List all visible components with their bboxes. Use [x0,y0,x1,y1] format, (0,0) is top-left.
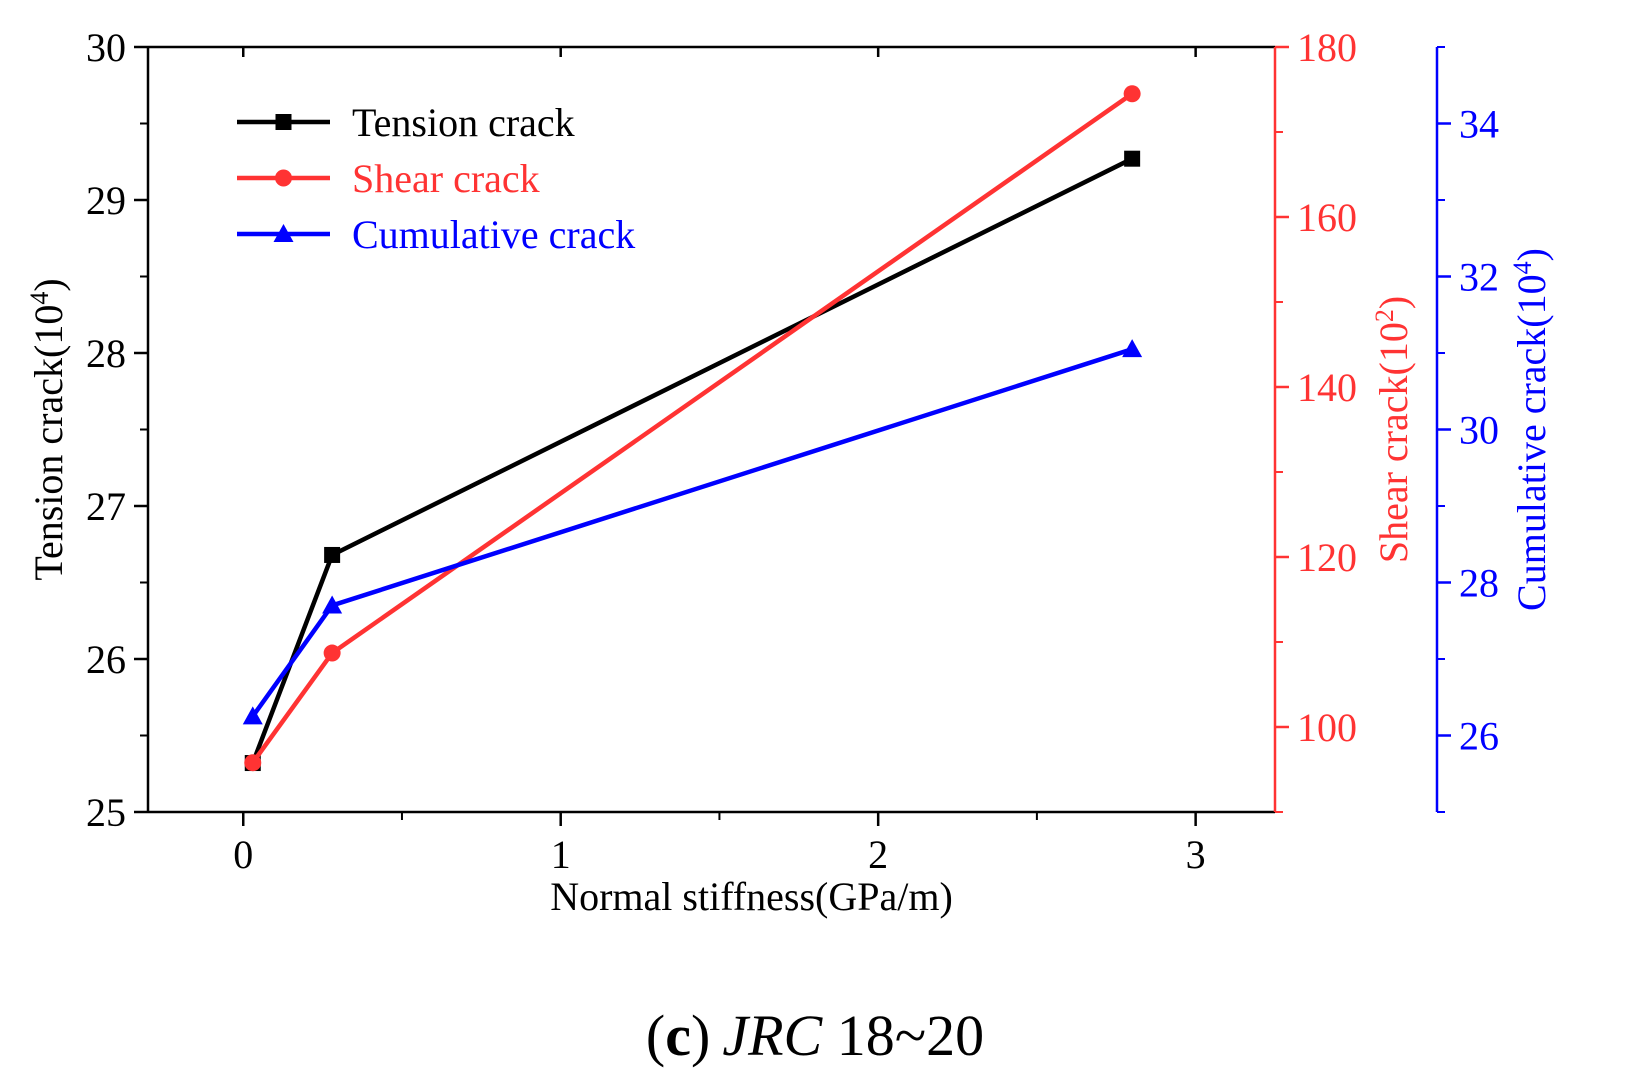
shear-crack-point [323,644,341,662]
shear-y-axis-label-text: Shear crack(10 [1371,322,1416,563]
x-axis-label: Normal stiffness(GPa/m) [550,874,953,919]
cumulative-y-tick-label: 34 [1459,102,1499,147]
cumulative-y-tick-label: 26 [1459,714,1499,759]
left-y-tick-label: 28 [86,331,126,376]
shear-y-tick-label: 120 [1297,535,1357,580]
legend-cumulative-crack-label: Cumulative crack [352,212,635,257]
x-tick-label: 2 [868,832,888,877]
caption-letter: c [665,1003,691,1068]
tension-crack-point [1124,150,1141,167]
figure-caption: (c) JRC 18~20 [646,1003,984,1068]
cumulative-y-tick-label: 32 [1459,255,1499,300]
left-y-axis-label-text: Tension crack(10 [26,305,71,581]
left-y-tick-label: 25 [86,790,126,835]
tension-crack-point [324,546,341,563]
legend-shear-crack-label: Shear crack [352,156,540,201]
cumulative-y-axis-label-text: Cumulative crack(10 [1509,274,1554,611]
left-y-axis-label: Tension crack(104) [25,278,72,580]
cumulative-y-axis-label-close: ) [1509,248,1554,261]
legend-tension-crack-label: Tension crack [352,100,575,145]
cumulative-y-axis-label: Cumulative crack(104) [1508,248,1555,611]
left-y-tick-label: 27 [86,484,126,529]
cumulative-crack-point [322,595,343,614]
shear-y-tick-label: 180 [1297,25,1357,70]
cumulative-crack-point [1122,339,1143,358]
caption-close: ) [691,1003,710,1068]
cumulative-y-axis-label-exponent: 4 [1508,261,1537,274]
legend-cumulative-crack-marker [273,224,294,242]
left-y-tick-label: 29 [86,178,126,223]
plot-area: 0 1 2 3 Normal stiffness(GPa/m) 25 26 27 28 29 30 T… [25,25,1555,919]
shear-y-axis-label-exponent: 2 [1370,309,1399,322]
left-y-axis-label-exponent: 4 [25,292,54,305]
shear-y-axis-label: Shear crack(102) [1370,296,1417,563]
caption-italic: JRC [722,1003,823,1068]
cumulative-crack-point [242,706,263,725]
shear-y-tick-label: 140 [1297,365,1357,410]
cumulative-crack-line [250,347,1133,718]
legend: Tension crack Shear crack Cumulative crack [237,100,635,257]
shear-crack-point [1123,85,1141,103]
x-tick-label: 0 [233,832,253,877]
shear-crack-point [244,754,262,772]
left-y-axis-label-close: ) [26,278,71,291]
legend-shear-crack-marker [275,169,292,187]
left-y-tick-label: 26 [86,637,126,682]
cumulative-y-tick-label: 28 [1459,561,1499,606]
cumulative-y-tick-label: 30 [1459,408,1499,453]
x-tick-label: 3 [1186,832,1206,877]
caption-range: 18~20 [822,1003,984,1068]
shear-y-tick-label: 100 [1297,705,1357,750]
caption-open: ( [646,1003,665,1068]
legend-tension-crack-marker [275,114,292,130]
left-y-tick-label: 30 [86,25,126,70]
shear-y-axis-label-close: ) [1371,296,1416,309]
x-tick-label: 1 [551,832,571,877]
shear-y-tick-label: 160 [1297,195,1357,240]
